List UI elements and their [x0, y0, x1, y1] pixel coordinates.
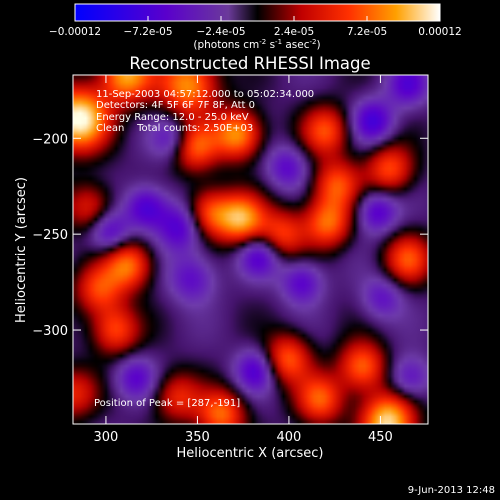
- colorbar-tick-label: −0.00012: [49, 26, 101, 38]
- annotation-clean: Clean Total counts: 2.50E+03: [96, 123, 253, 134]
- annotation-time: 11-Sep-2003 04:57:12.000 to 05:02:34.000: [96, 89, 314, 100]
- heatmap-image: [73, 75, 428, 424]
- x-tick-label: 450: [368, 430, 393, 445]
- x-tick-label: 350: [185, 430, 210, 445]
- colorbar-tick-label: 0.00012: [418, 26, 461, 38]
- colorbar-tick-label: 7.2e-05: [347, 26, 387, 38]
- x-axis-label: Heliocentric X (arcsec): [177, 446, 324, 461]
- colorbar-tick-label: 2.4e-05: [274, 26, 314, 38]
- colorbar-tick-label: −2.4e-05: [196, 26, 245, 38]
- x-tick-label: 300: [94, 430, 119, 445]
- y-axis: −200 −250 −300: [32, 132, 428, 339]
- colorbar: [74, 3, 441, 22]
- x-axis: 300 350 400 450: [94, 75, 393, 445]
- footer-date: 9-Jun-2013 12:48: [408, 485, 495, 496]
- colorbar-ticks: −0.00012 −7.2e-05 −2.4e-05 2.4e-05 7.2e-05 0.…: [49, 16, 462, 38]
- y-axis-label: Heliocentric Y (arcsec): [14, 177, 29, 323]
- annotation-block: 11-Sep-2003 04:57:12.000 to 05:02:34.000…: [96, 89, 314, 134]
- annotation-detectors: Detectors: 4F 5F 6F 7F 8F, Att 0: [96, 100, 255, 111]
- chart-title: Reconstructed RHESSI Image: [129, 54, 370, 73]
- colorbar-tick-label: −7.2e-05: [123, 26, 172, 38]
- y-tick-label: −200: [32, 132, 68, 147]
- plot-frame: [72, 74, 429, 425]
- y-tick-label: −250: [32, 228, 68, 243]
- peak-position-label: Position of Peak = [287,-191]: [94, 398, 240, 409]
- y-tick-label: −300: [32, 324, 68, 339]
- colorbar-unit-label: (photons cm-2 s-1 asec-2): [193, 38, 320, 51]
- annotation-energy: Energy Range: 12.0 - 25.0 keV: [96, 112, 249, 123]
- x-tick-label: 400: [277, 430, 302, 445]
